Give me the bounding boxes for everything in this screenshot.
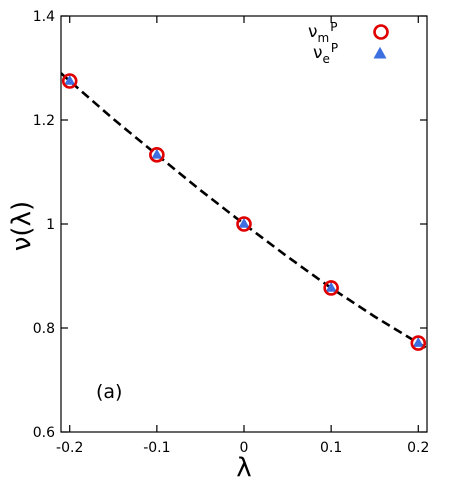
x-tick-label: -0.1 <box>143 440 170 456</box>
triangle-marker <box>238 217 250 228</box>
circle-marker <box>323 280 339 296</box>
y-tick-label: 1.2 <box>33 113 55 129</box>
circle-marker <box>410 335 427 351</box>
triangle-marker <box>151 148 163 159</box>
axis-tick-labels: -0.2 -0.1 0 0.1 0.2 0.6 0.8 1 1.2 1.4 <box>33 9 430 456</box>
data-markers <box>61 73 427 351</box>
y-tick-label: 0.8 <box>33 321 55 337</box>
x-tick-label: 0 <box>240 440 249 456</box>
legend-label: νeP <box>313 41 338 66</box>
axis-ticks <box>61 15 427 433</box>
fit-curve-line <box>61 72 427 350</box>
legend-circle-marker <box>373 24 389 40</box>
y-tick-label: 1.4 <box>33 9 55 25</box>
circle-marker <box>149 147 165 163</box>
x-axis-title: λ <box>236 453 251 480</box>
triangle-marker <box>325 281 337 292</box>
circle-marker <box>236 216 252 232</box>
x-tick-label: -0.2 <box>56 440 83 456</box>
triangle-marker <box>64 74 76 85</box>
y-tick-label: 1 <box>46 217 55 233</box>
legend-label: νmP <box>308 20 337 45</box>
fit-curve <box>61 72 427 350</box>
x-tick-label: 0.2 <box>407 440 429 456</box>
triangle-marker <box>412 336 424 347</box>
circle-marker <box>61 73 78 89</box>
y-axis-title: ν(λ) <box>7 201 37 251</box>
legend-triangle-marker <box>373 46 387 59</box>
panel-annotation: (a) <box>96 381 122 403</box>
x-tick-label: 0.1 <box>320 440 342 456</box>
y-tick-label: 0.6 <box>33 425 55 441</box>
